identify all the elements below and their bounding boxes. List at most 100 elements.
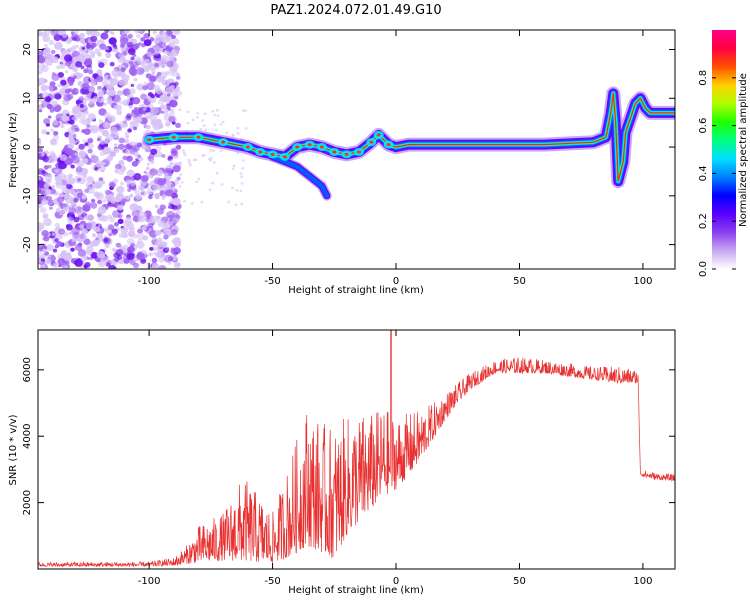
noise-blob — [127, 128, 132, 133]
noise-blob — [163, 254, 173, 263]
noise-blob — [154, 62, 160, 68]
noise-blob — [84, 110, 89, 115]
noise-blob — [64, 61, 71, 67]
noise-blob — [175, 90, 183, 97]
noise-blob — [133, 116, 143, 124]
noise-blob — [126, 155, 133, 162]
noise-blob — [116, 254, 123, 260]
noise-blob — [231, 134, 235, 137]
noise-blob — [38, 152, 42, 158]
noise-blob — [42, 155, 49, 163]
noise-region — [38, 30, 249, 269]
noise-blob — [40, 199, 48, 205]
noise-blob — [142, 54, 148, 60]
noise-blob — [86, 124, 91, 128]
noise-blob — [95, 75, 104, 83]
noise-blob — [117, 204, 124, 211]
noise-blob — [112, 43, 117, 48]
noise-blob — [47, 104, 54, 110]
noise-blob — [78, 96, 84, 102]
noise-blob — [99, 43, 107, 50]
noise-blob — [155, 89, 159, 93]
noise-blob — [195, 116, 199, 119]
noise-blob — [130, 109, 140, 118]
noise-blob — [87, 148, 93, 154]
y-tick-label: 6000 — [22, 357, 33, 382]
noise-blob — [126, 237, 135, 246]
noise-blob — [196, 112, 200, 115]
noise-blob — [131, 186, 137, 191]
noise-blob — [159, 105, 164, 110]
noise-blob — [40, 31, 48, 38]
noise-blob — [132, 97, 141, 105]
noise-blob — [227, 200, 231, 204]
noise-blob — [165, 121, 171, 127]
ridge-point-core — [258, 150, 263, 154]
noise-blob — [126, 113, 132, 119]
noise-blob — [83, 68, 89, 74]
noise-blob — [50, 100, 58, 107]
noise-blob — [90, 80, 97, 87]
ridge-point-core — [332, 150, 337, 154]
noise-blob — [172, 162, 177, 166]
ridge-point-core — [245, 145, 250, 149]
noise-blob — [170, 108, 174, 112]
noise-blob — [132, 144, 140, 152]
noise-blob — [208, 188, 212, 191]
noise-blob — [110, 198, 116, 204]
noise-blob — [42, 48, 51, 56]
colorbar-tick-label: 0.8 — [698, 70, 709, 86]
noise-blob — [155, 39, 160, 44]
noise-blob — [213, 123, 217, 126]
noise-blob — [131, 38, 137, 45]
noise-blob — [200, 200, 204, 204]
noise-blob — [163, 234, 169, 240]
snr-ticks: -100 -50 0 50 100 2000 4000 6000 — [22, 330, 675, 587]
noise-blob — [68, 206, 76, 214]
noise-blob — [104, 46, 109, 51]
noise-blob — [104, 243, 110, 249]
noise-blob — [46, 195, 53, 202]
noise-blob — [40, 258, 45, 262]
figure-title: PAZ1.2024.072.01.49.G10 — [270, 3, 441, 18]
noise-blob — [161, 110, 165, 114]
noise-blob — [88, 86, 95, 93]
noise-blob — [58, 202, 63, 207]
noise-blob — [79, 38, 86, 44]
noise-blob — [124, 144, 130, 149]
noise-blob — [77, 249, 87, 257]
x-tick-label: -50 — [264, 276, 280, 287]
noise-blob — [112, 266, 117, 269]
noise-blob — [152, 53, 162, 62]
noise-blob — [172, 197, 181, 206]
noise-blob — [118, 159, 125, 166]
noise-blob — [78, 143, 85, 150]
noise-blob — [84, 53, 91, 59]
noise-blob — [82, 118, 90, 126]
noise-blob — [104, 30, 110, 34]
noise-blob — [51, 155, 59, 162]
noise-blob — [131, 209, 141, 218]
noise-blob — [38, 169, 42, 175]
noise-blob — [56, 65, 61, 70]
noise-blob — [72, 67, 78, 73]
noise-blob — [150, 93, 156, 99]
noise-blob — [47, 115, 52, 119]
noise-blob — [153, 46, 159, 51]
noise-blob — [130, 83, 135, 87]
noise-blob — [195, 180, 199, 184]
noise-blob — [118, 137, 126, 144]
noise-blob — [97, 89, 104, 96]
noise-blob — [50, 30, 59, 37]
noise-blob — [81, 195, 87, 200]
ridge-point-core — [147, 138, 152, 142]
noise-blob — [172, 30, 181, 35]
noise-blob — [87, 69, 94, 75]
noise-blob — [225, 131, 229, 135]
noise-blob — [87, 113, 96, 121]
noise-blob — [89, 77, 95, 81]
noise-blob — [104, 112, 111, 119]
noise-blob — [157, 178, 166, 186]
noise-blob — [116, 185, 125, 194]
